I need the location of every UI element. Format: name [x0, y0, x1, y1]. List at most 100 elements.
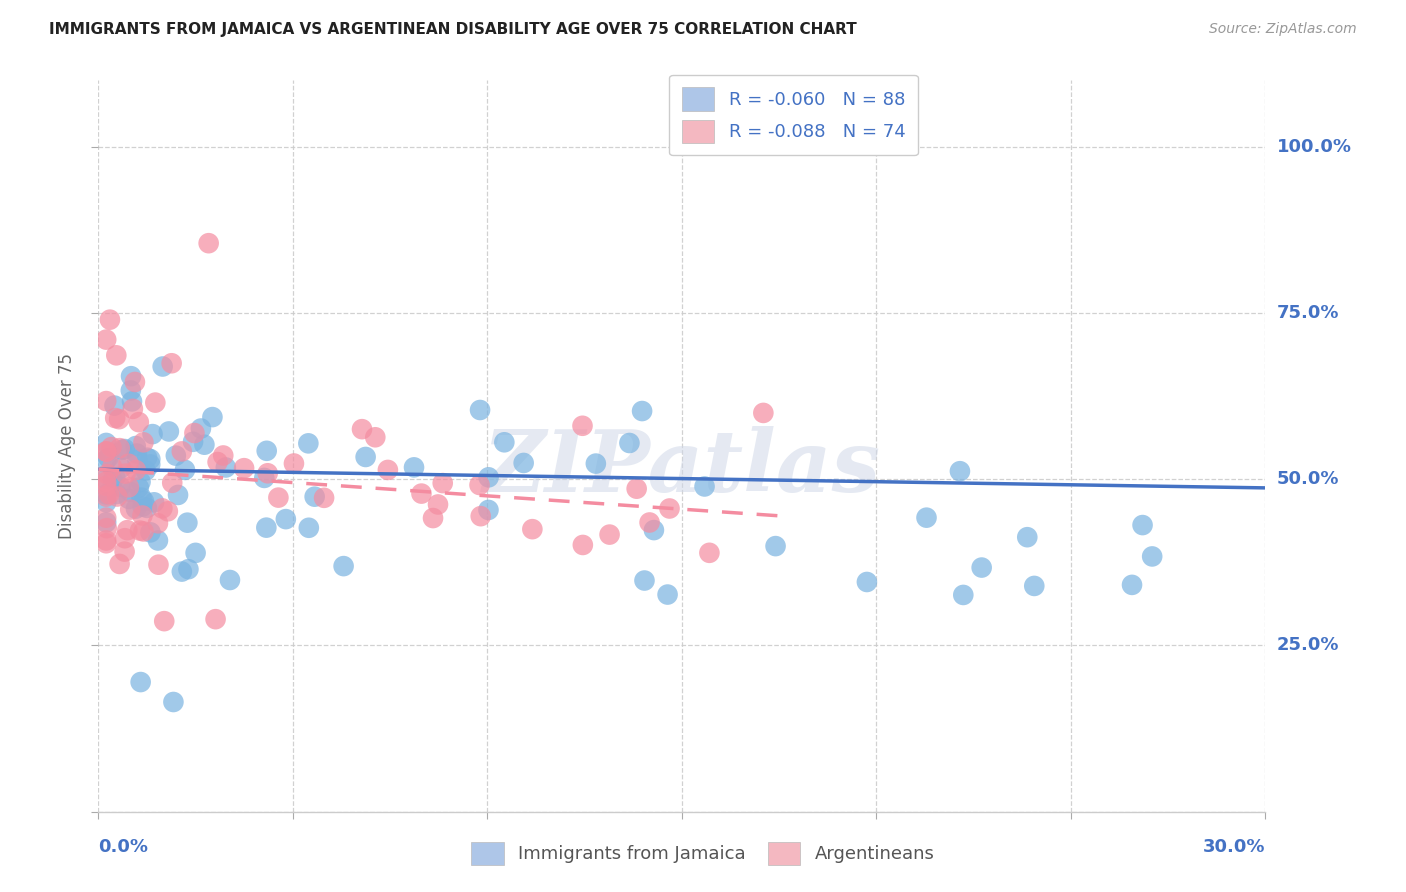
Point [153, 614, 176, 628]
Point [96, 533, 118, 548]
Point [477, 503, 499, 517]
Point [638, 516, 661, 530]
Point [98, 312, 121, 326]
Text: 25.0%: 25.0% [1277, 637, 1339, 655]
Point [494, 435, 516, 450]
Point [156, 504, 179, 518]
Point [108, 557, 131, 571]
Point [96, 394, 118, 409]
Point [96, 479, 118, 493]
Point [96, 472, 118, 486]
Point [105, 487, 128, 501]
Point [167, 488, 190, 502]
Point [212, 449, 235, 463]
Point [162, 695, 184, 709]
Point [105, 490, 128, 504]
Point [103, 399, 125, 413]
Point [143, 495, 166, 509]
Point [120, 502, 142, 516]
Point [190, 421, 212, 435]
Point [143, 395, 166, 409]
Point [96, 487, 118, 501]
Point [117, 523, 139, 537]
Point [160, 475, 183, 490]
Point [96, 333, 118, 347]
Point [765, 539, 787, 553]
Point [572, 538, 595, 552]
Point [114, 544, 136, 558]
Point [364, 430, 387, 444]
Point [96, 452, 118, 467]
Point [256, 467, 278, 481]
Point [949, 464, 972, 478]
Point [170, 444, 193, 458]
Point [693, 479, 716, 493]
Point [104, 411, 127, 425]
Point [96, 490, 118, 504]
Point [132, 435, 155, 450]
Point [183, 425, 205, 440]
Point [146, 516, 169, 531]
Point [181, 434, 204, 449]
Point [100, 440, 122, 454]
Point [193, 438, 215, 452]
Point [1140, 549, 1163, 564]
Point [643, 523, 665, 537]
Point [633, 574, 655, 588]
Point [117, 457, 139, 471]
Point [631, 404, 654, 418]
Point [1024, 579, 1046, 593]
Point [120, 484, 142, 499]
Point [470, 509, 492, 524]
Point [132, 494, 155, 508]
Point [298, 521, 321, 535]
Point [96, 467, 118, 482]
Point [184, 546, 207, 560]
Point [422, 511, 444, 525]
Point [97, 450, 120, 465]
Point [314, 491, 336, 505]
Point [468, 403, 491, 417]
Point [98, 487, 121, 501]
Point [571, 418, 593, 433]
Point [233, 461, 256, 475]
Point [174, 463, 197, 477]
Point [127, 453, 149, 467]
Point [131, 500, 153, 514]
Point [129, 475, 152, 489]
Point [96, 444, 118, 458]
Point [201, 410, 224, 425]
Point [146, 533, 169, 548]
Text: 75.0%: 75.0% [1277, 304, 1339, 322]
Text: IMMIGRANTS FROM JAMAICA VS ARGENTINEAN DISABILITY AGE OVER 75 CORRELATION CHART: IMMIGRANTS FROM JAMAICA VS ARGENTINEAN D… [49, 22, 858, 37]
Point [332, 559, 354, 574]
Point [120, 384, 142, 398]
Legend: R = -0.060   N = 88, R = -0.088   N = 74: R = -0.060 N = 88, R = -0.088 N = 74 [669, 75, 918, 155]
Point [132, 524, 155, 539]
Point [131, 491, 153, 505]
Point [120, 369, 142, 384]
Point [699, 546, 721, 560]
Point [915, 510, 938, 524]
Point [411, 486, 433, 500]
Point [350, 422, 373, 436]
Point [626, 482, 648, 496]
Point [522, 522, 544, 536]
Point [432, 476, 454, 491]
Point [170, 565, 193, 579]
Point [105, 348, 128, 362]
Point [219, 573, 242, 587]
Point [125, 446, 148, 460]
Point [110, 461, 132, 475]
Point [267, 491, 290, 505]
Point [129, 524, 152, 538]
Point [207, 455, 229, 469]
Point [150, 501, 173, 516]
Point [96, 475, 118, 489]
Point [111, 442, 134, 457]
Point [101, 460, 124, 475]
Point [96, 436, 118, 450]
Point [148, 558, 170, 572]
Point [585, 457, 607, 471]
Point [402, 460, 425, 475]
